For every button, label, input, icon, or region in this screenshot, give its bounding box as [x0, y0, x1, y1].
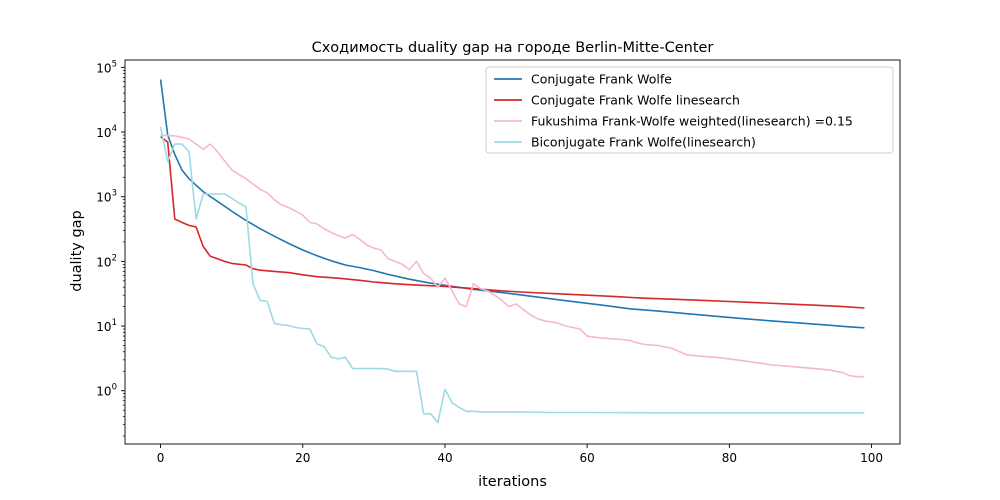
series-group: [159, 79, 865, 424]
y-tick-label: 102: [96, 253, 117, 269]
series-line-2: [160, 135, 865, 309]
series-line-3: [160, 134, 865, 378]
x-tick-label: 100: [860, 451, 883, 465]
y-tick-label: 103: [96, 189, 117, 205]
legend-label-3: Fukushima Frank-Wolfe weighted(linesearc…: [531, 114, 853, 129]
y-tick-label: 101: [96, 318, 117, 334]
x-tick-label: 0: [157, 451, 165, 465]
axes: 0 20 40 60 80 100 100 101 102 103 104 105: [96, 59, 901, 465]
x-tick-label: 20: [295, 451, 310, 465]
x-tick-label: 40: [437, 451, 452, 465]
plot-area: [159, 79, 865, 424]
legend-label-1: Conjugate Frank Wolfe: [531, 72, 672, 87]
chart-title: Сходимость duality gap на городе Berlin-…: [312, 40, 714, 56]
series-line-4: [159, 126, 865, 424]
series-line-1: [159, 79, 865, 329]
legend-label-2: Conjugate Frank Wolfe linesearch: [531, 93, 740, 108]
y-tick-label: 105: [96, 59, 117, 75]
legend-box: [485, 66, 894, 154]
y-tick-label: 100: [96, 383, 117, 399]
axes-frame: [124, 59, 901, 445]
x-axis-label: iterations: [478, 474, 547, 490]
x-tick-label: 80: [722, 451, 737, 465]
x-tick-label: 60: [580, 451, 595, 465]
y-axis-label: duality gap: [69, 210, 85, 292]
y-tick-label: 104: [96, 124, 117, 140]
legend-label-4: Biconjugate Frank Wolfe(linesearch): [531, 135, 756, 150]
legend: Conjugate Frank Wolfe Conjugate Frank Wol…: [485, 66, 894, 154]
